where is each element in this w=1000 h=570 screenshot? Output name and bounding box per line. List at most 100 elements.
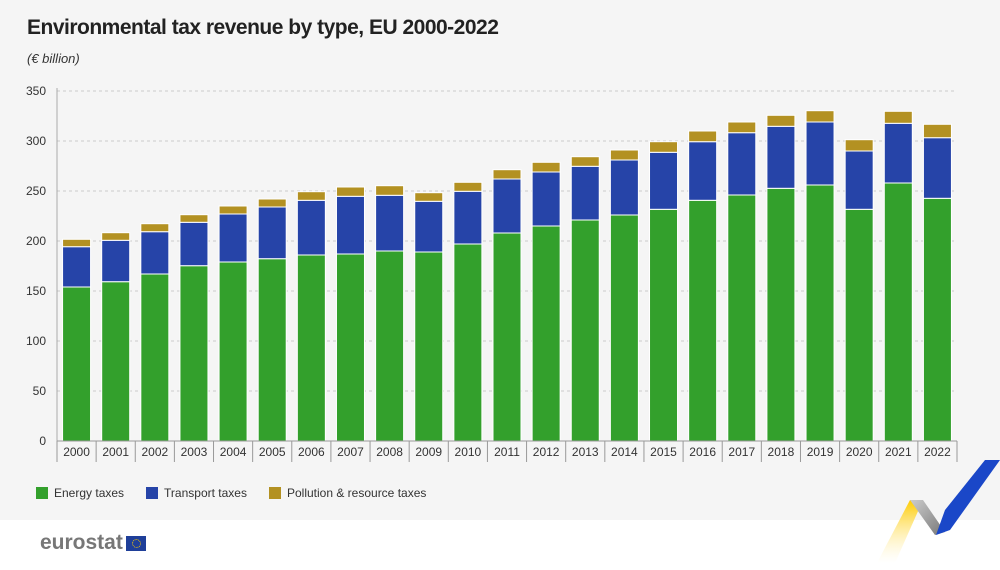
bar-pollution-resource-taxes-2014 [609,149,639,161]
legend: Energy taxes Transport taxes Pollution & r… [36,486,426,500]
bar-energy-taxes-2012 [531,225,561,442]
bar-energy-taxes-2022 [922,197,952,442]
x-tick-label: 2011 [494,445,520,459]
x-tick-label: 2008 [376,445,403,459]
bar-energy-taxes-2009 [414,251,444,442]
chart-title: Environmental tax revenue by type, EU 20… [27,16,499,39]
bar-energy-taxes-2016 [688,199,718,442]
bar-energy-taxes-2007 [335,253,365,442]
bar-transport-taxes-2001 [101,239,131,283]
bar-pollution-resource-taxes-2000 [62,238,92,248]
bar-pollution-resource-taxes-2005 [257,198,287,208]
bar-pollution-resource-taxes-2007 [335,186,365,197]
bar-energy-taxes-2004 [218,261,248,442]
bar-pollution-resource-taxes-2020 [844,139,874,152]
bar-transport-taxes-2020 [844,150,874,210]
bar-transport-taxes-2003 [179,221,209,267]
bar-pollution-resource-taxes-2008 [375,185,405,196]
bar-energy-taxes-2014 [609,214,639,442]
eu-flag-icon [125,535,146,551]
bar-pollution-resource-taxes-2010 [453,181,483,192]
y-tick-label: 300 [26,134,46,148]
x-tick-label: 2020 [846,445,873,459]
bar-pollution-resource-taxes-2009 [414,192,444,202]
bar-energy-taxes-2021 [883,182,913,442]
x-tick-label: 2019 [807,445,834,459]
x-tick-label: 2004 [220,445,247,459]
x-tick-label: 2007 [337,445,364,459]
x-tick-label: 2010 [455,445,482,459]
x-tick-label: 2006 [298,445,325,459]
bar-pollution-resource-taxes-2019 [805,110,835,123]
x-tick-label: 2021 [885,445,912,459]
bar-transport-taxes-2021 [883,122,913,184]
bar-transport-taxes-2017 [727,132,757,196]
legend-item: Transport taxes [146,486,247,500]
bar-energy-taxes-2020 [844,208,874,442]
bar-transport-taxes-2016 [688,141,718,201]
x-tick-label: 2022 [924,445,951,459]
x-tick-label: 2017 [728,445,755,459]
y-tick-label: 50 [33,384,47,398]
x-tick-label: 2016 [689,445,716,459]
y-tick-label: 0 [39,434,46,448]
x-tick-label: 2013 [572,445,599,459]
y-tick-label: 150 [26,284,46,298]
bar-energy-taxes-2011 [492,232,522,442]
bar-energy-taxes-2019 [805,184,835,442]
y-tick-label: 350 [26,84,46,98]
legend-swatch [36,487,48,499]
bar-transport-taxes-2005 [257,206,287,260]
bar-transport-taxes-2013 [570,165,600,221]
bar-pollution-resource-taxes-2012 [531,161,561,173]
bar-pollution-resource-taxes-2011 [492,169,522,180]
bar-pollution-resource-taxes-2013 [570,156,600,167]
bar-energy-taxes-2015 [649,208,679,442]
legend-label: Pollution & resource taxes [286,486,427,500]
legend-label: Energy taxes [54,486,125,500]
bar-pollution-resource-taxes-2003 [179,214,209,223]
bar-energy-taxes-2003 [179,265,209,442]
bar-energy-taxes-2001 [101,281,131,442]
bar-pollution-resource-taxes-2001 [101,232,131,241]
bar-energy-taxes-2006 [296,254,326,442]
bar-energy-taxes-2000 [62,286,92,442]
x-tick-label: 2002 [141,445,168,459]
chart-subtitle: (€ billion) [27,51,80,66]
bar-transport-taxes-2010 [453,190,483,245]
bar-transport-taxes-2009 [414,200,444,253]
bar-transport-taxes-2022 [922,137,952,199]
bar-transport-taxes-2008 [375,194,405,252]
bar-pollution-resource-taxes-2016 [688,130,718,143]
bar-pollution-resource-taxes-2017 [727,121,757,134]
bar-energy-taxes-2002 [140,273,170,442]
bar-pollution-resource-taxes-2006 [296,191,326,201]
bar-pollution-resource-taxes-2002 [140,223,170,233]
bar-transport-taxes-2007 [335,195,365,255]
bar-pollution-resource-taxes-2004 [218,205,248,215]
bar-transport-taxes-2019 [805,121,835,186]
y-tick-label: 100 [26,334,46,348]
bar-pollution-resource-taxes-2018 [766,114,796,127]
y-tick-label: 200 [26,234,46,248]
eurostat-logo: eurostat [40,531,146,555]
bar-transport-taxes-2000 [62,246,92,288]
bar-transport-taxes-2011 [492,178,522,234]
legend-label: Transport taxes [164,486,247,500]
x-tick-label: 2009 [415,445,442,459]
bar-transport-taxes-2014 [609,159,639,216]
bar-energy-taxes-2008 [375,250,405,442]
legend-swatch [268,487,281,499]
bar-transport-taxes-2002 [140,231,170,275]
bar-pollution-resource-taxes-2021 [883,110,913,124]
bar-pollution-resource-taxes-2022 [922,123,952,139]
x-tick-label: 2012 [533,445,560,459]
logo-text: eurostat [40,531,123,554]
x-tick-label: 2018 [768,445,795,459]
legend-item: Pollution & resource taxes [268,486,427,500]
bar-energy-taxes-2018 [766,187,796,442]
bar-energy-taxes-2013 [570,219,600,442]
bar-transport-taxes-2015 [649,151,679,210]
decorative-chevron-icon [877,460,1000,563]
